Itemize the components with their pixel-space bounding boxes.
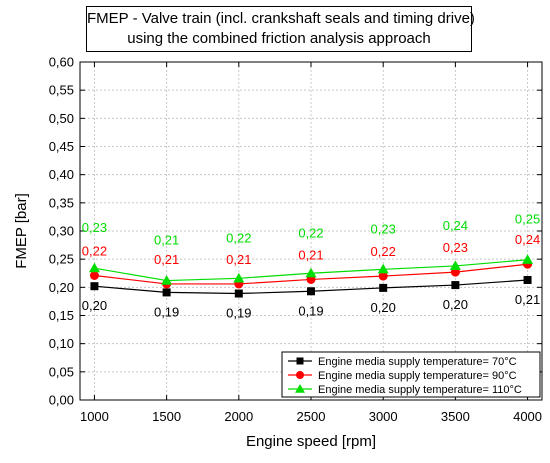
- series-3-point: [377, 263, 389, 274]
- x-tick-label: 2500: [297, 409, 326, 424]
- legend-marker-3: [295, 384, 305, 393]
- series-3-data-label: 0,23: [371, 221, 396, 236]
- y-tick-label: 0,55: [49, 83, 74, 98]
- series-1-data-label: 0,19: [154, 304, 179, 319]
- legend-box: [281, 351, 541, 398]
- legend: Engine media supply temperature= 70°C Eng…: [281, 351, 541, 398]
- series-1-data-label: 0,20: [82, 298, 107, 313]
- y-tick-label: 0,40: [49, 167, 74, 182]
- series-3-data-label: 0,24: [443, 218, 468, 233]
- series-1-point: [307, 287, 315, 296]
- legend-label-1: Engine media supply temperature= 70°C: [318, 356, 517, 368]
- x-tick-label: 3500: [441, 409, 470, 424]
- series-1-point: [162, 288, 171, 297]
- series-markers: [88, 254, 534, 298]
- series-3-point: [522, 254, 534, 264]
- chart-title-line-1: FMEP - Valve train (incl. crankshaft sea…: [87, 10, 475, 27]
- y-axis-title: FMEP [bar]: [13, 193, 30, 269]
- series-2-data-label: 0,24: [515, 232, 540, 247]
- x-tick-label: 2000: [224, 409, 253, 424]
- series-3-point: [88, 262, 100, 273]
- series-3-point: [161, 275, 173, 285]
- series-1-point: [523, 276, 532, 285]
- series-1-point: [451, 281, 460, 290]
- series-3-data-label: 0,22: [226, 230, 251, 245]
- axis-ticks: 0,00 0,05 0,10 0,15 0,20 0,25 0,30 0,35 0,40 0,45…: [49, 55, 542, 425]
- y-tick-label: 0,05: [49, 364, 74, 379]
- series-3-point: [449, 260, 461, 271]
- series-2-data-label: 0,23: [443, 240, 468, 255]
- grid: [80, 62, 542, 400]
- series-2-data-label: 0,22: [82, 244, 107, 259]
- y-tick-label: 0,35: [49, 195, 74, 210]
- chart-title: FMEP - Valve train (incl. crankshaft sea…: [86, 6, 475, 52]
- y-tick-label: 0,10: [49, 336, 74, 351]
- series-2-point: [89, 271, 99, 281]
- y-tick-label: 0,60: [49, 55, 74, 70]
- x-axis-title: Engine speed [rpm]: [246, 433, 376, 450]
- series-1-point: [90, 282, 99, 291]
- series-2-data-label: 0,21: [154, 252, 179, 267]
- y-tick-label: 0,20: [49, 280, 74, 295]
- y-tick-label: 0,00: [49, 393, 74, 408]
- y-tick-label: 0,30: [49, 224, 74, 239]
- series-1-point: [234, 289, 243, 298]
- series-3-data-label: 0,23: [82, 220, 107, 235]
- series-1-data-label: 0,20: [443, 297, 468, 312]
- series-2-point: [378, 271, 388, 281]
- legend-marker-1: [296, 357, 304, 365]
- x-tick-label: 4000: [513, 409, 542, 424]
- series-3-point: [305, 267, 317, 278]
- x-tick-label: 3000: [369, 409, 398, 424]
- series-3-point: [233, 272, 245, 283]
- legend-label-2: Engine media supply temperature= 90°C: [318, 370, 517, 382]
- series-1-data-label: 0,20: [371, 300, 396, 315]
- y-tick-label: 0,45: [49, 139, 74, 154]
- data-labels: 0,20 0,19 0,19 0,19 0,20 0,20 0,21 0,22 0,21 0,21…: [82, 212, 540, 321]
- series-1-data-label: 0,21: [515, 292, 540, 307]
- legend-marker-2: [296, 371, 304, 379]
- series-2-data-label: 0,21: [226, 252, 251, 267]
- series-3-data-label: 0,22: [298, 225, 323, 240]
- chart-title-line-2: using the combined friction analysis app…: [127, 30, 431, 47]
- y-tick-label: 0,50: [49, 111, 74, 126]
- y-tick-label: 0,25: [49, 252, 74, 267]
- x-tick-label: 1000: [80, 409, 109, 424]
- x-tick-label: 1500: [152, 409, 181, 424]
- series-3-data-label: 0,25: [515, 212, 540, 227]
- series-1-data-label: 0,19: [298, 303, 323, 318]
- series-2-data-label: 0,22: [371, 244, 396, 259]
- y-tick-label: 0,15: [49, 308, 74, 323]
- series-1-point: [379, 283, 388, 292]
- legend-label-3: Engine media supply temperature= 110°C: [318, 384, 522, 396]
- series-2-data-label: 0,21: [298, 247, 323, 262]
- series-3-data-label: 0,21: [154, 233, 179, 248]
- series-1-data-label: 0,19: [226, 306, 251, 321]
